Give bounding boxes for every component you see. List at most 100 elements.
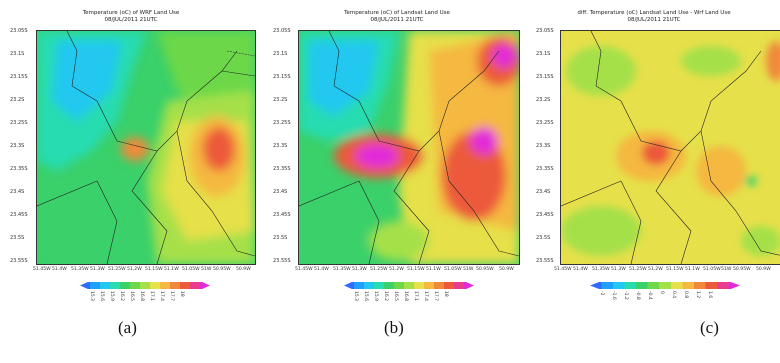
y-tick: 23.4S (273, 189, 288, 195)
y-tick: 23.45S (10, 212, 28, 218)
x-tick: 51.4W (52, 267, 67, 272)
colorbar-label: 0.8 (683, 291, 688, 299)
panel-b: Temperature (oC) of Landsat Land Use 08/… (266, 0, 528, 363)
y-tick: 23.2S (273, 97, 288, 103)
x-tick: 50.9W (499, 267, 514, 272)
y-tick: 23.5S (10, 235, 25, 241)
x-tick: 51.4W (314, 267, 329, 272)
x-tick: 51.1W (685, 267, 700, 272)
y-tick: 23.25S (10, 120, 28, 126)
y-tick: 23.1S (273, 51, 288, 57)
y-tick: 23.5S (273, 235, 288, 241)
y-tick: 23.3S (536, 143, 551, 149)
x-tick: 51.2W (127, 267, 142, 272)
colorbar-label: 0 (659, 291, 664, 294)
x-tick: 51.25W (370, 267, 388, 272)
colorbar-label: 16.5 (129, 291, 134, 302)
x-tick: 51.45W (33, 267, 51, 272)
y-tick: 23.25S (273, 120, 291, 126)
colorbar-strip (344, 282, 474, 289)
panel-caption: (b) (384, 318, 404, 337)
y-tick: 23.15S (273, 74, 291, 80)
temperature-diff-map (560, 30, 780, 265)
x-tick: 51W (463, 267, 474, 272)
y-tick: 23.25S (536, 120, 554, 126)
x-tick: 51.15W (666, 267, 684, 272)
colorbar-label: 16.8 (139, 291, 144, 302)
y-tick: 23.15S (536, 74, 554, 80)
panel-title-line2: 08/JUL/2011 21UTC (627, 17, 681, 23)
y-tick: 23.5S (536, 235, 551, 241)
y-tick: 23.2S (10, 97, 25, 103)
x-tick: 51.35W (592, 267, 610, 272)
colorbar-label: 18 (443, 291, 448, 297)
colorbar-label: 16.5 (393, 291, 398, 302)
panel-title-line2: 08/JUL/2011 21UTC (370, 17, 424, 23)
x-tick: 50.9W (756, 267, 771, 272)
y-tick: 23.15S (10, 74, 28, 80)
y-tick: 23.35S (10, 166, 28, 172)
panel-c: diff. Temperature (oC) Landsat Land Use … (528, 0, 780, 363)
colorbar-label: 1.6 (707, 291, 712, 299)
x-tick: 51.1W (164, 267, 179, 272)
panel-title-line1: Temperature (oC) of Landsat Land Use (344, 10, 450, 16)
x-tick: 51.2W (389, 267, 404, 272)
colorbar-label: 16.2 (383, 291, 388, 302)
colorbar-label: 17.1 (413, 291, 418, 302)
y-tick: 23.1S (10, 51, 25, 57)
colorbar-strip (590, 282, 740, 289)
x-tick: 51.45W (554, 267, 572, 272)
colorbar-label: 17.7 (169, 291, 174, 302)
panel-title-line1: diff. Temperature (oC) Landsat Land Use … (577, 10, 731, 16)
colorbar-strip (80, 282, 210, 289)
colorbar-label: -0.4 (647, 291, 652, 300)
colorbar-label: -2 (599, 291, 604, 296)
x-tick: 50.95W (213, 267, 231, 272)
x-tick: 50.95W (733, 267, 751, 272)
y-tick: 23.55S (273, 258, 291, 264)
y-tick: 23.1S (536, 51, 551, 57)
colorbar-label: 15.3 (353, 291, 358, 302)
y-tick: 23.3S (10, 143, 25, 149)
colorbar-label: 15.3 (89, 291, 94, 302)
temperature-map-wrf (36, 30, 256, 265)
x-tick: 51.45W (295, 267, 313, 272)
y-tick: 23.45S (273, 212, 291, 218)
colorbar-label: 15.6 (363, 291, 368, 302)
colorbar-label: 16.8 (403, 291, 408, 302)
colorbar-label: 18 (179, 291, 184, 297)
x-tick: 50.95W (476, 267, 494, 272)
colorbar-label: 1.2 (695, 291, 700, 299)
colorbar-label: 17.7 (433, 291, 438, 302)
y-tick: 23.3S (273, 143, 288, 149)
y-tick: 23.55S (536, 258, 554, 264)
colorbar-label: 15.9 (373, 291, 378, 302)
colorbar-label: -1.6 (611, 291, 616, 300)
x-tick: 51.15W (145, 267, 163, 272)
map-field-landsat (299, 31, 519, 264)
x-tick: 51.05W (703, 267, 721, 272)
x-tick: 51.1W (426, 267, 441, 272)
y-tick: 23.05S (10, 28, 28, 34)
y-tick: 23.35S (273, 166, 291, 172)
x-tick: 51.2W (648, 267, 663, 272)
colorbar-label: -1.2 (623, 291, 628, 300)
x-tick: 51.35W (71, 267, 89, 272)
y-tick: 23.4S (536, 189, 551, 195)
colorbar-label: 17.4 (159, 291, 164, 302)
temperature-map-landsat (298, 30, 520, 265)
y-tick: 23.35S (536, 166, 554, 172)
map-field-diff (561, 31, 780, 264)
x-tick: 51.25W (108, 267, 126, 272)
x-tick: 51.3W (90, 267, 105, 272)
x-tick: 51.4W (573, 267, 588, 272)
y-tick: 23.4S (10, 189, 25, 195)
x-tick: 51.35W (333, 267, 351, 272)
y-tick: 23.55S (10, 258, 28, 264)
panel-title-line1: Temperature (oC) of WRF Land Use (82, 10, 180, 16)
y-tick: 23.05S (273, 28, 291, 34)
x-tick: 50.9W (236, 267, 251, 272)
x-tick: 51.25W (629, 267, 647, 272)
panel-a: Temperature (oC) of WRF Land Use 08/JUL/… (0, 0, 262, 363)
y-tick: 23.45S (536, 212, 554, 218)
